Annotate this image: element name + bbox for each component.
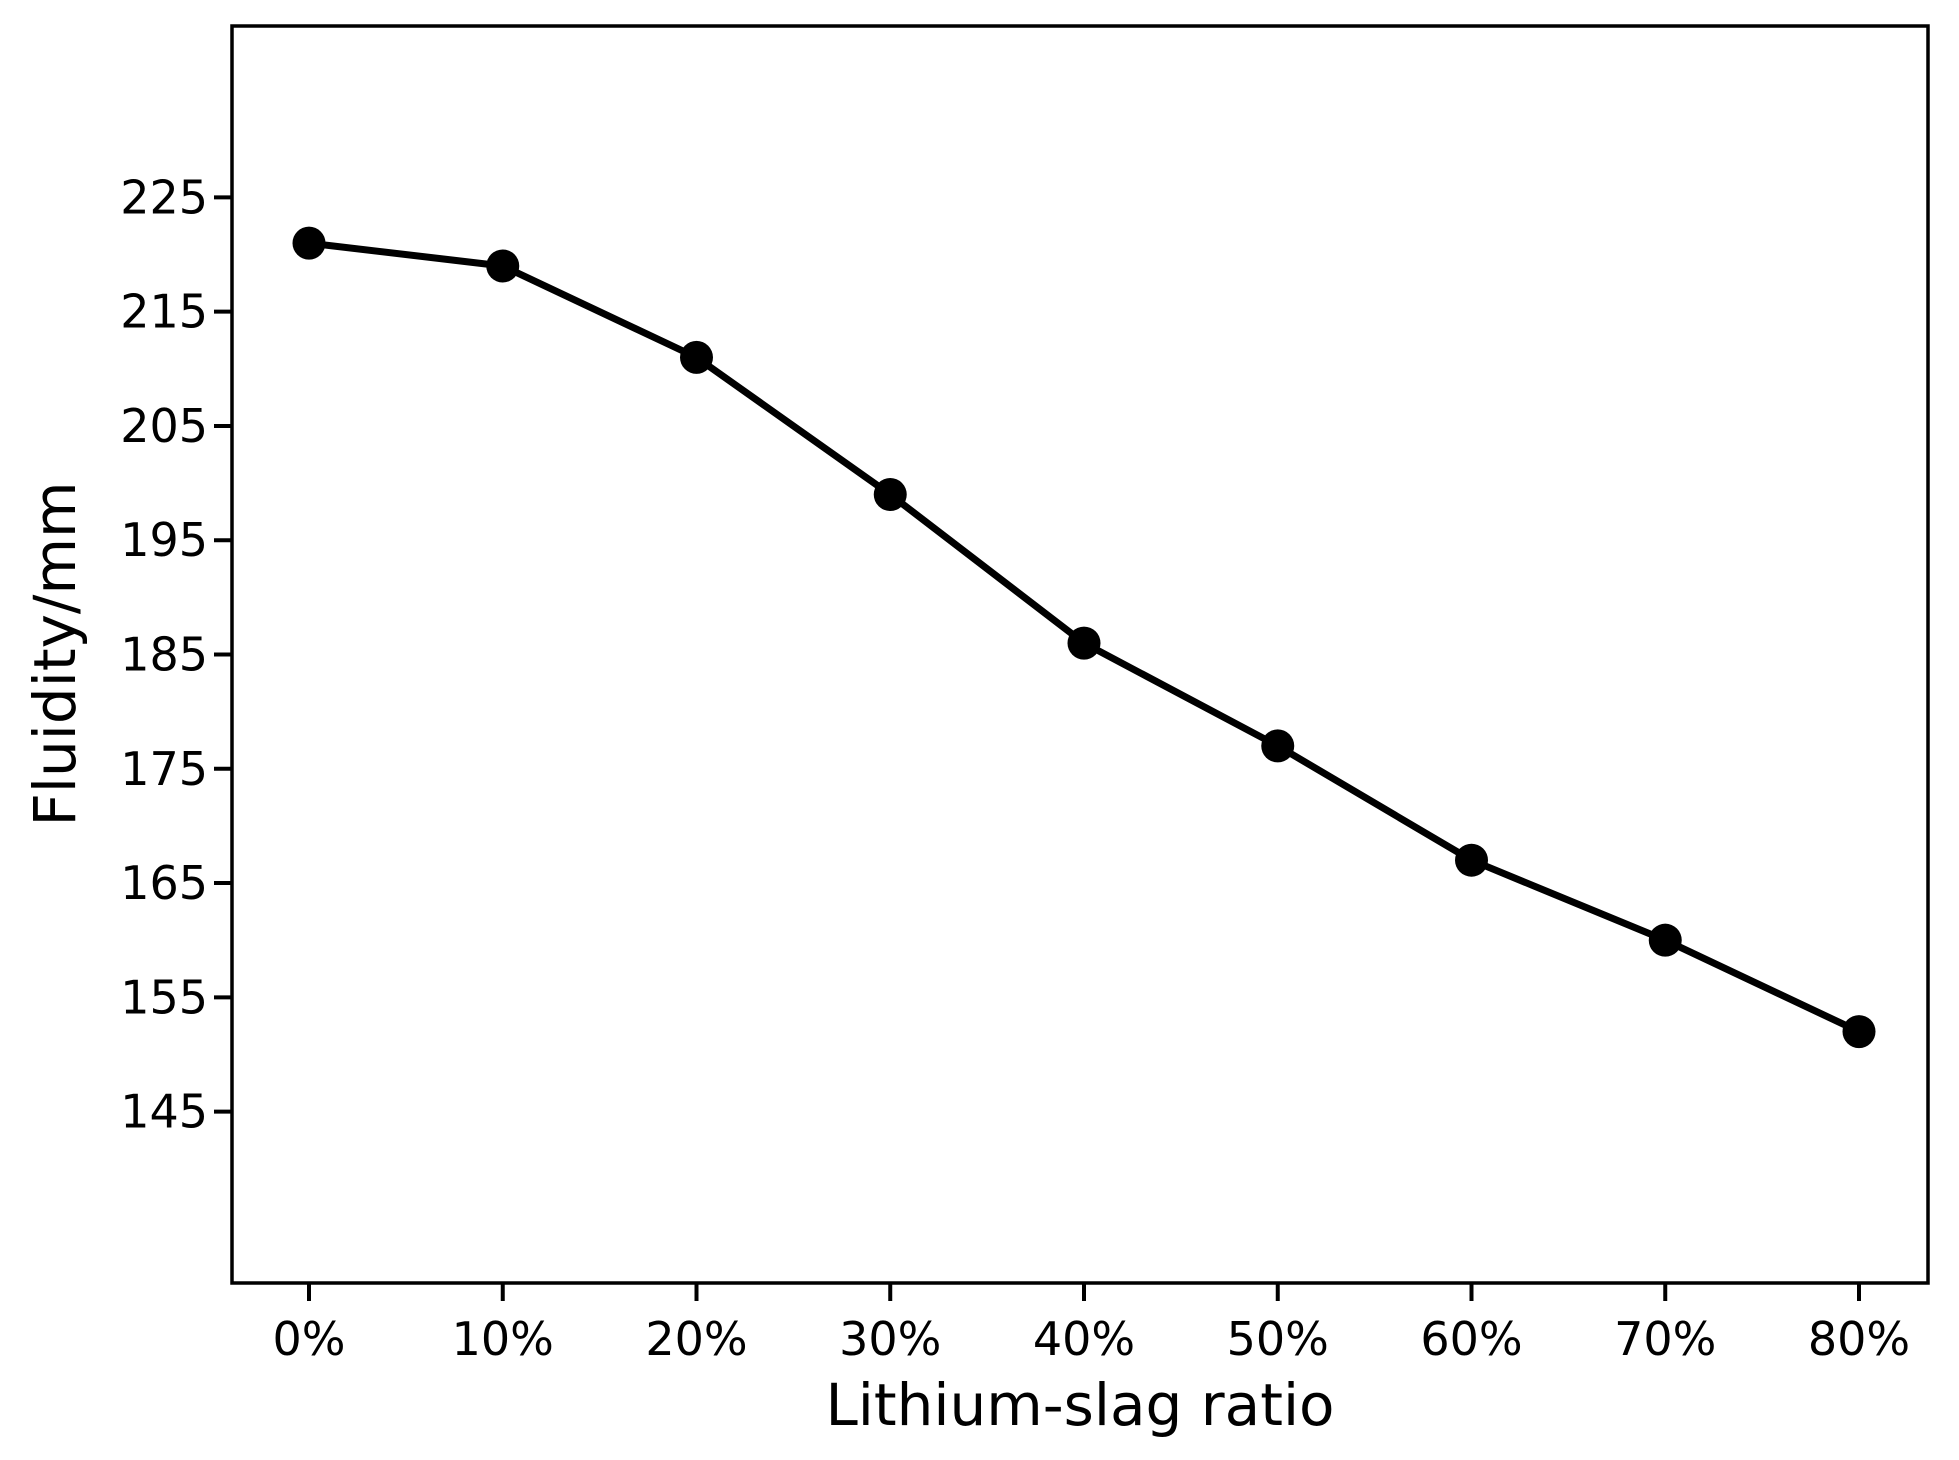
x-axis-tick-label: 10% [452, 1312, 554, 1366]
y-axis-title: Fluidity/mm [21, 482, 89, 827]
data-point-marker [1261, 729, 1295, 763]
x-axis-title: Lithium-slag ratio [825, 1371, 1334, 1439]
data-point-marker [486, 249, 520, 283]
data-series [292, 226, 1876, 1049]
data-point-marker [1842, 1015, 1876, 1049]
data-point-marker [873, 478, 907, 512]
y-axis-tick-label: 165 [120, 856, 208, 910]
y-axis-tick-label: 195 [120, 513, 208, 567]
x-axis-tick-label: 0% [273, 1312, 346, 1366]
data-point-marker [680, 340, 713, 374]
data-point-marker [1455, 843, 1488, 877]
x-axis-tick-label: 60% [1420, 1312, 1522, 1366]
x-axis-ticks: 0% 10% 20% 30% 40% 50% 60% 70% 80% [273, 1283, 1910, 1366]
x-axis-tick-label: 40% [1033, 1312, 1135, 1366]
x-axis-tick-label: 30% [839, 1312, 941, 1366]
data-point-marker [1648, 923, 1682, 957]
x-axis-tick-label: 20% [645, 1312, 747, 1366]
y-axis-ticks: 145 155 165 175 185 195 205 215 225 [120, 170, 232, 1139]
y-axis-tick-label: 225 [120, 170, 208, 224]
y-axis-tick-label: 155 [120, 970, 208, 1024]
y-axis-tick-label: 185 [120, 628, 208, 682]
x-axis-tick-label: 70% [1614, 1312, 1716, 1366]
y-axis-tick-label: 175 [120, 742, 208, 796]
data-point-marker [292, 226, 326, 260]
y-axis-tick-label: 215 [120, 285, 208, 339]
y-axis-tick-label: 205 [120, 399, 208, 453]
x-axis-tick-label: 50% [1227, 1312, 1329, 1366]
data-point-marker [1067, 626, 1101, 660]
x-axis-tick-label: 80% [1808, 1312, 1910, 1366]
y-axis-tick-label: 145 [120, 1085, 208, 1139]
